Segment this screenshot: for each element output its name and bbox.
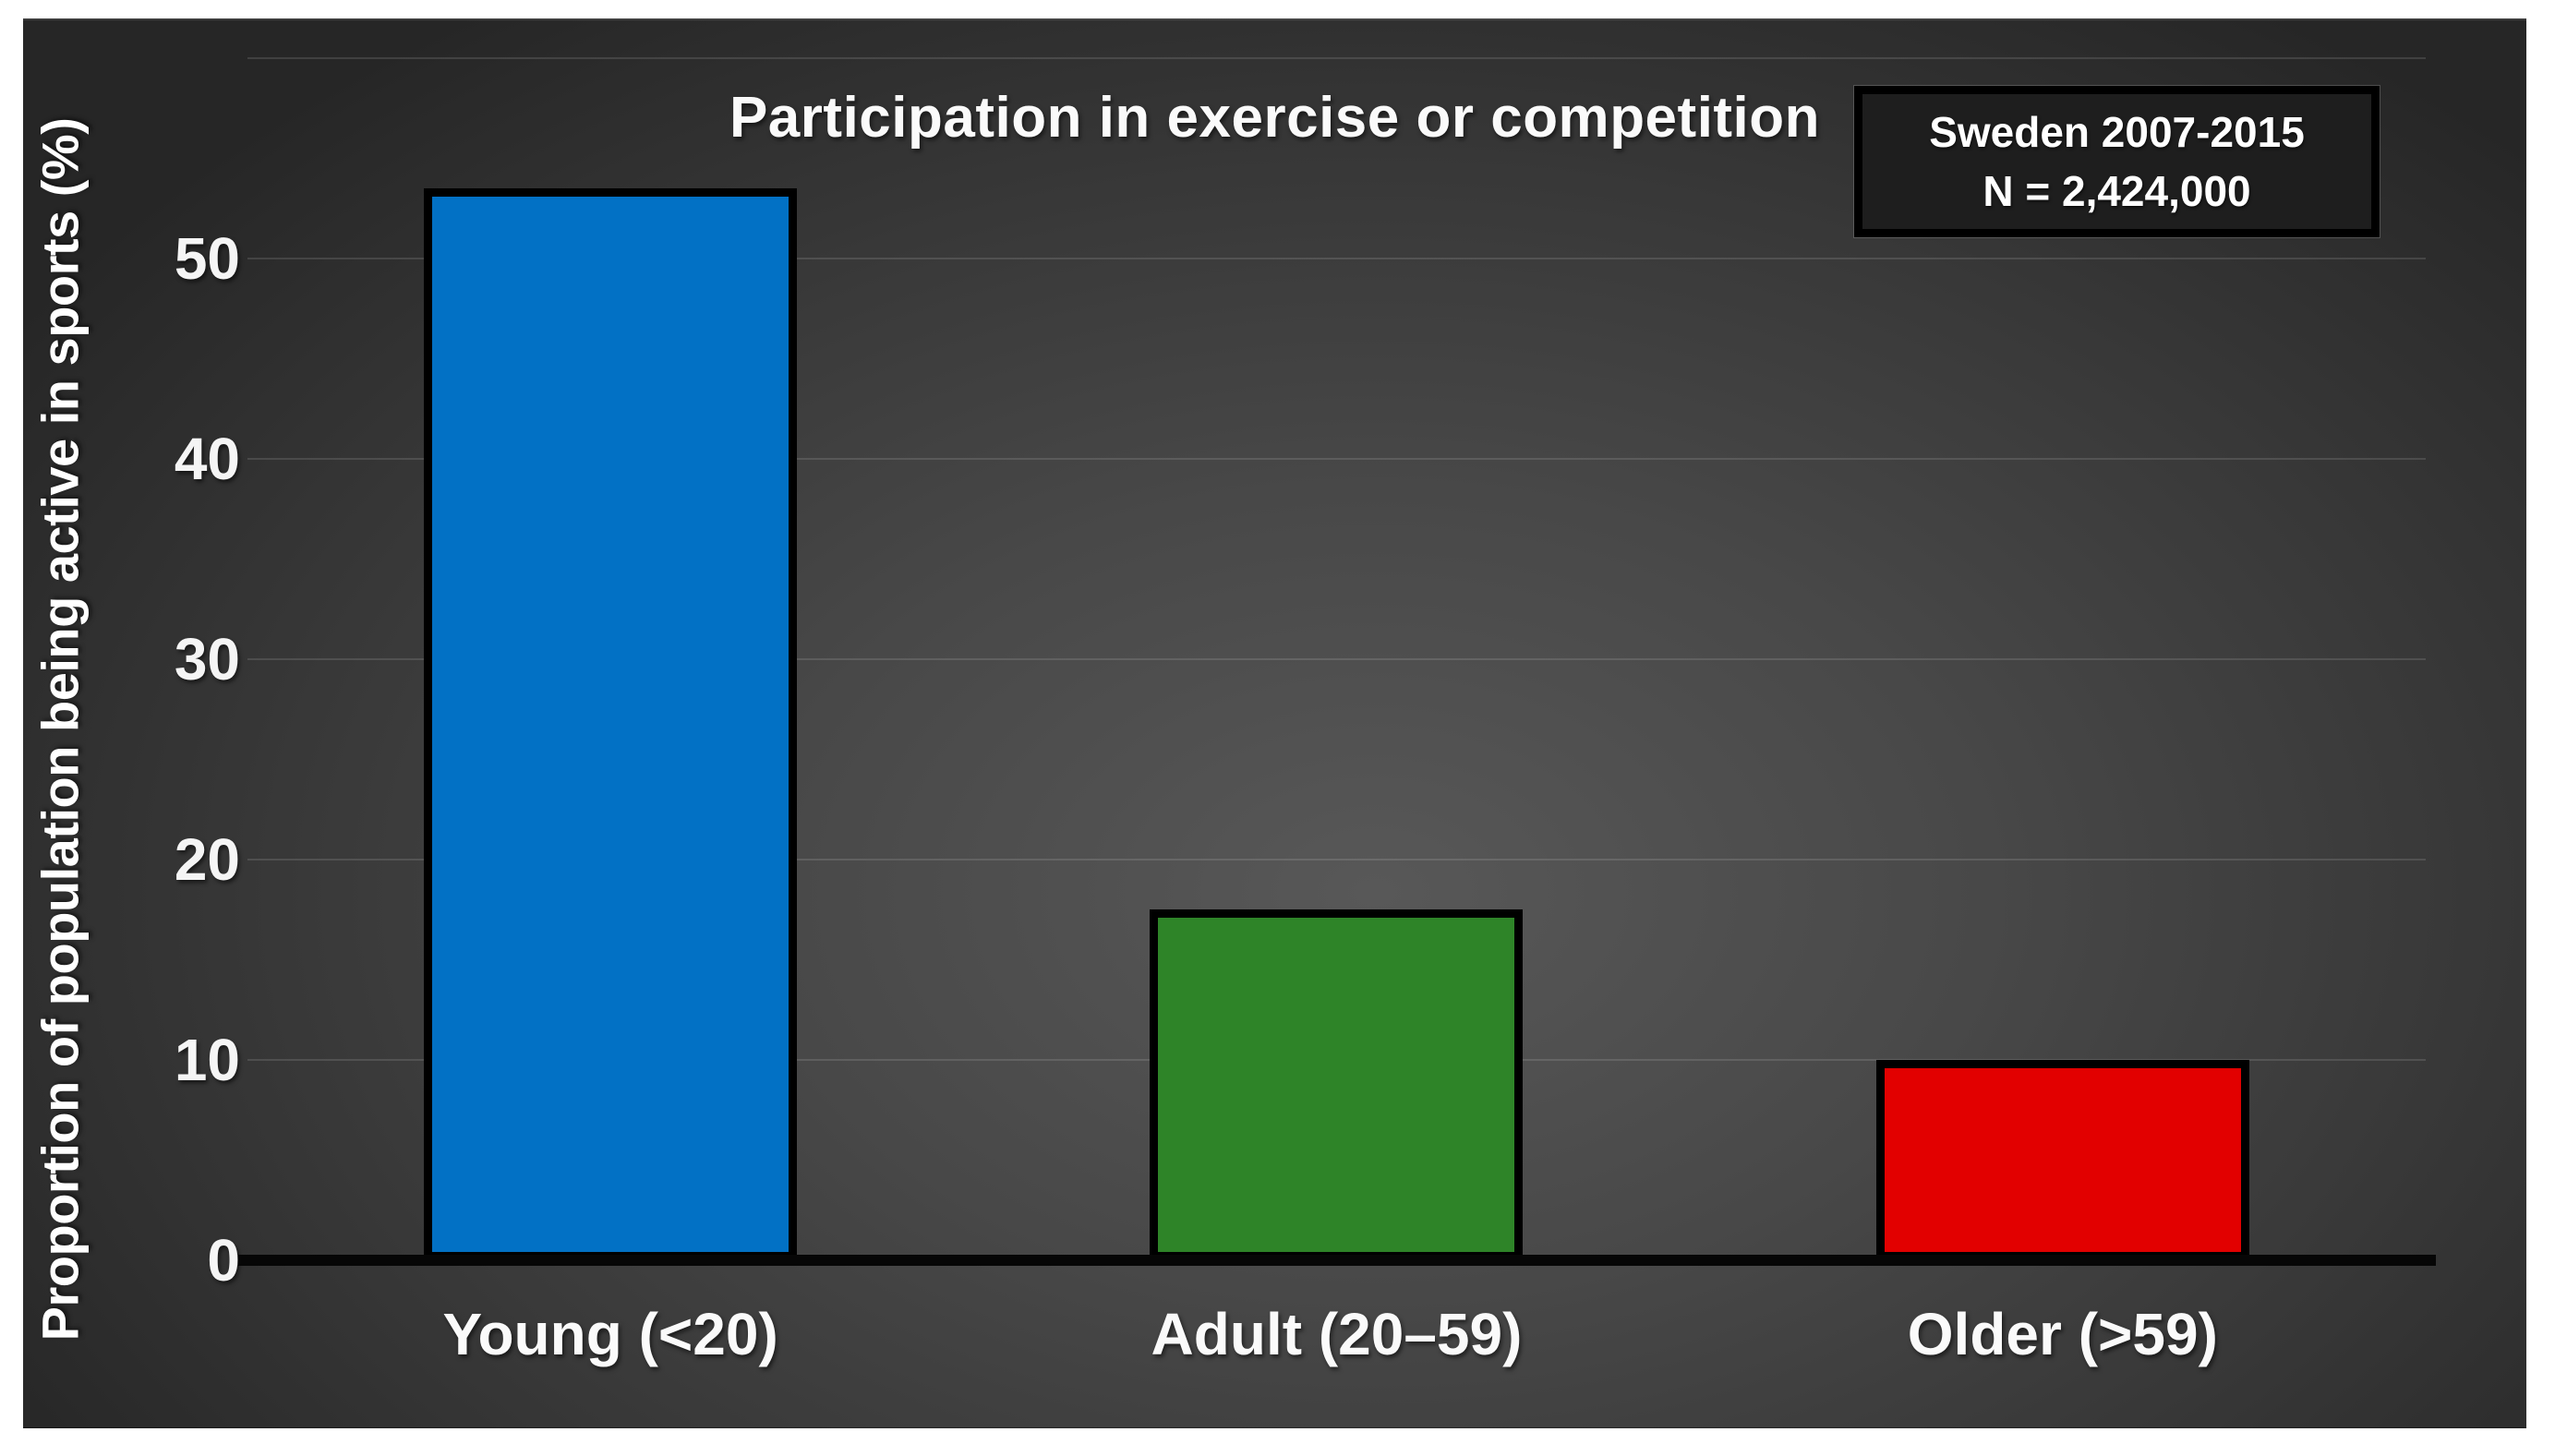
y-tick-labels: 0 10 20 30 40 50	[23, 58, 240, 1292]
chart-canvas: Participation in exercise or competition…	[23, 18, 2526, 1428]
annotation-box: Sweden 2007-2015 N = 2,424,000	[1854, 86, 2380, 237]
y-tick-label-30: 30	[174, 626, 240, 692]
bar-young-20	[424, 188, 798, 1260]
plot-area	[247, 57, 2426, 1260]
x-category-label-young-20: Young (<20)	[442, 1301, 778, 1367]
x-category-label-adult-20-59: Adult (20–59)	[1151, 1301, 1523, 1367]
gridline-30	[247, 658, 2426, 660]
gridline-50	[247, 258, 2426, 259]
gridline-40	[247, 458, 2426, 461]
x-category-labels: Young (<20) Adult (20–59) Older (>59)	[247, 1297, 2426, 1371]
bar-column-young-20	[247, 58, 973, 1260]
gridline-20	[247, 859, 2426, 861]
annotation-line-1: Sweden 2007-2015	[1929, 108, 2305, 156]
bar-column-adult-20-59	[973, 58, 1699, 1260]
y-tick-label-0: 0	[207, 1227, 240, 1294]
y-tick-label-40: 40	[174, 426, 240, 493]
x-category-label-older-59: Older (>59)	[1907, 1301, 2218, 1367]
bar-older-59	[1875, 1060, 2249, 1260]
x-axis-line	[238, 1255, 2436, 1266]
gridline-60	[247, 57, 2426, 59]
chart-title: Participation in exercise or competition	[729, 86, 1821, 150]
y-tick-label-50: 50	[174, 225, 240, 292]
bars	[247, 58, 2426, 1260]
bar-adult-20-59	[1150, 909, 1524, 1260]
annotation-line-2: N = 2,424,000	[1983, 167, 2251, 215]
y-tick-label-10: 10	[174, 1027, 240, 1094]
y-tick-label-20: 20	[174, 826, 240, 894]
bar-column-older-59	[1700, 58, 2426, 1260]
